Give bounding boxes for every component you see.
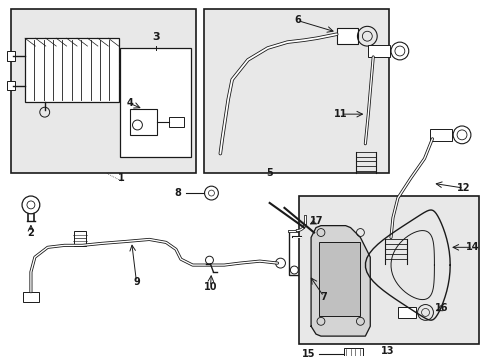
Bar	[7, 81, 15, 90]
Bar	[299, 196, 478, 344]
Bar	[318, 242, 360, 316]
Bar	[11, 9, 195, 173]
Text: 13: 13	[381, 346, 394, 356]
Text: 10: 10	[203, 282, 217, 292]
Bar	[25, 38, 119, 102]
Text: 4: 4	[126, 98, 133, 108]
Text: 11: 11	[333, 109, 347, 119]
Bar	[7, 51, 15, 61]
Bar	[343, 348, 363, 360]
Text: 14: 14	[465, 242, 479, 252]
Polygon shape	[310, 226, 369, 336]
Text: 12: 12	[456, 183, 470, 193]
Bar	[367, 45, 389, 57]
Text: 16: 16	[434, 303, 447, 314]
Bar	[169, 117, 183, 127]
Text: 9: 9	[133, 277, 140, 287]
Text: 15: 15	[302, 349, 315, 359]
Bar	[289, 230, 323, 275]
Bar	[120, 48, 190, 157]
Text: 8: 8	[174, 188, 181, 198]
Text: 2: 2	[27, 228, 34, 238]
Bar	[119, 63, 128, 78]
Bar	[300, 211, 309, 217]
Bar	[23, 292, 39, 302]
Text: 5: 5	[266, 168, 272, 178]
Bar	[74, 230, 86, 246]
Text: 6: 6	[293, 15, 300, 26]
Bar	[397, 306, 415, 318]
Bar	[129, 109, 157, 135]
Text: 3: 3	[152, 32, 160, 42]
Text: 17: 17	[309, 216, 323, 226]
Bar	[429, 129, 451, 141]
Bar	[336, 28, 358, 44]
Bar	[203, 9, 388, 173]
Text: 7: 7	[320, 292, 326, 302]
Text: 1: 1	[118, 173, 125, 183]
